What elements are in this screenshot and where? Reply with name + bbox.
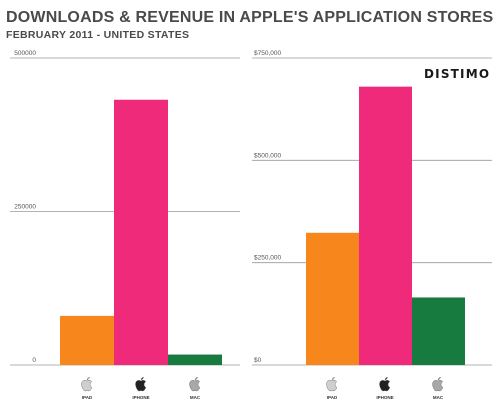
apple-icon: [432, 376, 444, 392]
apple-icon: [326, 376, 338, 392]
apple-icon: [189, 376, 201, 392]
bar-ipad: [60, 315, 114, 365]
apple-icon: [135, 376, 147, 392]
category-label: MAC: [190, 395, 201, 400]
y-tick-label: 500000: [14, 50, 36, 57]
apple-icon: [379, 376, 391, 392]
category-label: IPHONE: [376, 395, 393, 400]
y-tick-label: 250000: [14, 204, 36, 211]
category-label: IPHONE: [132, 395, 149, 400]
bar-iphone: [114, 99, 168, 365]
y-tick-label: $750,000: [254, 50, 281, 57]
y-tick-label: 0: [32, 357, 36, 364]
category-label: IPAD: [327, 395, 338, 400]
bar-iphone: [359, 86, 412, 366]
y-tick-label: $250,000: [254, 255, 281, 262]
bar-mac: [168, 354, 222, 365]
category-label: IPAD: [82, 395, 93, 400]
bar-mac: [412, 297, 465, 365]
y-tick-label: $500,000: [254, 152, 281, 159]
category-label: MAC: [433, 395, 444, 400]
chart-subtitle: FEBRUARY 2011 - UNITED STATES: [6, 29, 190, 41]
chart-title: DOWNLOADS & REVENUE IN APPLE'S APPLICATI…: [6, 9, 494, 26]
y-tick-label: $0: [254, 357, 262, 364]
brand-logo: DISTIMO: [424, 67, 491, 81]
bar-ipad: [306, 232, 359, 365]
apple-icon: [81, 376, 93, 392]
